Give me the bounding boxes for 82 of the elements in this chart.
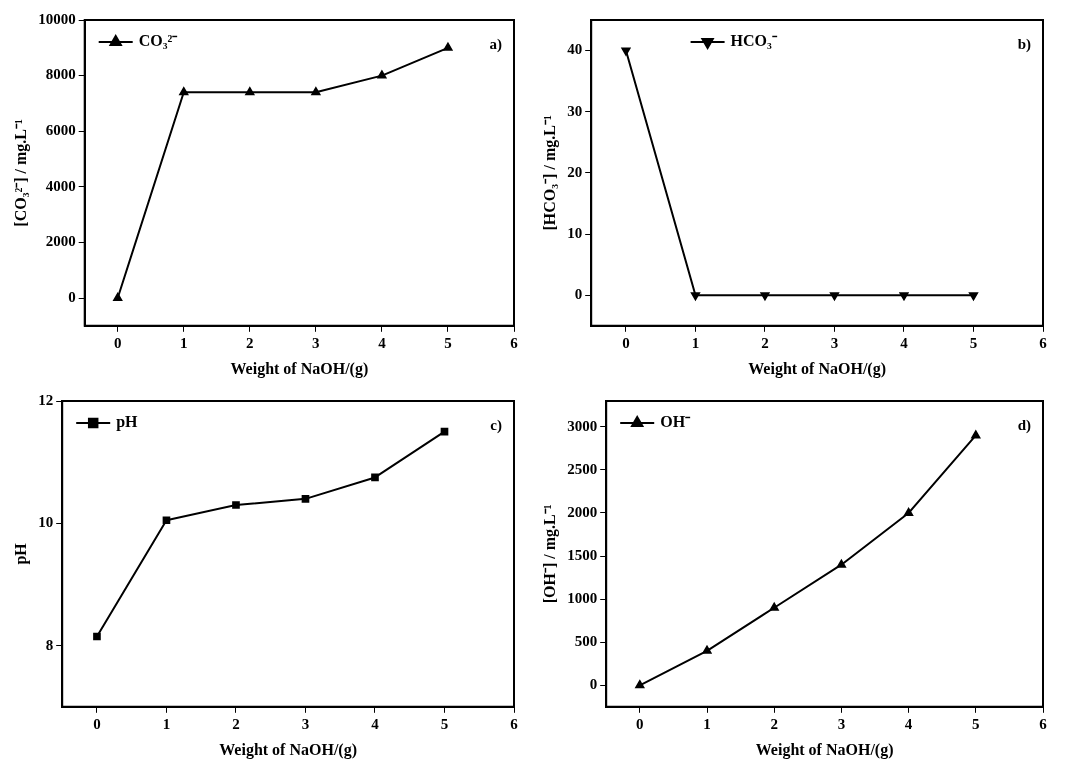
y-tick-label: 40 bbox=[567, 41, 583, 58]
point bbox=[904, 507, 914, 516]
y-axis-title: [OH⁻] / mg.L⁻¹ bbox=[540, 504, 559, 604]
point bbox=[971, 430, 981, 439]
y-axis-title: [HCO₃⁻] / mg.L⁻¹ bbox=[540, 115, 559, 231]
legend-label: pH bbox=[116, 413, 139, 432]
annotation: b) bbox=[1017, 35, 1031, 53]
x-tick-label: 3 bbox=[837, 715, 846, 732]
point bbox=[371, 473, 379, 482]
x-tick-label: 1 bbox=[703, 715, 711, 732]
x-tick-label: 4 bbox=[378, 334, 387, 351]
point bbox=[836, 559, 846, 568]
y-axis-title: [CO₃²⁻] / mg.L⁻¹ bbox=[11, 118, 30, 227]
x-tick-label: 2 bbox=[246, 334, 254, 351]
y-tick-label: 2000 bbox=[45, 233, 76, 250]
y-tick-label: 0 bbox=[589, 676, 598, 693]
y-tick-label: 30 bbox=[567, 102, 583, 119]
x-tick-label: 1 bbox=[162, 715, 171, 732]
point bbox=[635, 680, 645, 689]
x-tick-label: 5 bbox=[969, 334, 978, 351]
y-tick-label: 1000 bbox=[567, 590, 598, 606]
x-tick-label: 0 bbox=[113, 334, 122, 351]
x-tick-label: 5 bbox=[440, 715, 449, 732]
y-tick-label: 500 bbox=[574, 633, 598, 650]
y-tick-label: 0 bbox=[574, 286, 583, 303]
point bbox=[301, 495, 310, 503]
point bbox=[443, 42, 453, 51]
point bbox=[113, 293, 123, 301]
point bbox=[162, 516, 171, 525]
x-tick-label: 1 bbox=[180, 334, 188, 351]
x-axis-title: Weight of NaOH/(g) bbox=[219, 740, 357, 759]
x-axis-title: Weight of NaOH/(g) bbox=[755, 740, 894, 759]
y-tick-label: 1500 bbox=[567, 546, 598, 563]
x-tick-label: 0 bbox=[636, 715, 644, 732]
y-tick-label: 8 bbox=[45, 636, 54, 653]
y-tick-label: 10000 bbox=[38, 10, 76, 27]
y-tick-label: 0 bbox=[68, 288, 76, 305]
y-tick-label: 10 bbox=[567, 224, 583, 241]
point bbox=[702, 645, 712, 654]
y-tick-label: 10 bbox=[38, 514, 54, 531]
y-tick-label: 2000 bbox=[567, 503, 598, 520]
x-tick-label: 5 bbox=[444, 334, 452, 351]
x-tick-label: 6 bbox=[510, 715, 519, 732]
point bbox=[245, 87, 255, 96]
y-tick-label: 20 bbox=[567, 163, 583, 180]
point bbox=[93, 632, 101, 641]
y-tick-label: 2500 bbox=[567, 460, 598, 477]
y-axis-title: pH bbox=[11, 542, 30, 565]
x-tick-label: 4 bbox=[371, 715, 380, 732]
point bbox=[179, 87, 189, 96]
legend-label: HCO₃⁻ bbox=[730, 32, 778, 50]
point bbox=[311, 87, 321, 96]
x-tick-label: 6 bbox=[1039, 715, 1048, 732]
annotation: c) bbox=[490, 416, 502, 434]
x-tick-label: 5 bbox=[972, 715, 980, 732]
x-tick-label: 4 bbox=[904, 715, 913, 732]
x-tick-label: 0 bbox=[622, 334, 630, 351]
legend-label: CO₃²⁻ bbox=[138, 32, 179, 50]
x-tick-label: 3 bbox=[301, 715, 310, 732]
x-tick-label: 2 bbox=[761, 334, 769, 351]
y-tick-label: 4000 bbox=[45, 177, 76, 194]
point bbox=[232, 501, 240, 509]
x-tick-label: 6 bbox=[1039, 334, 1048, 351]
x-tick-label: 2 bbox=[232, 715, 240, 732]
x-tick-label: 1 bbox=[691, 334, 700, 351]
y-tick-label: 3000 bbox=[567, 417, 598, 434]
x-tick-label: 6 bbox=[510, 334, 519, 351]
x-axis-title: Weight of NaOH/(g) bbox=[230, 359, 369, 378]
x-tick-label: 2 bbox=[770, 715, 778, 732]
point bbox=[769, 602, 779, 611]
y-tick-label: 8000 bbox=[45, 66, 76, 83]
x-tick-label: 4 bbox=[900, 334, 909, 351]
y-tick-label: 6000 bbox=[45, 122, 76, 139]
x-axis-title: Weight of NaOH/(g) bbox=[748, 359, 886, 378]
point bbox=[377, 70, 387, 79]
annotation: d) bbox=[1017, 416, 1031, 434]
x-tick-label: 0 bbox=[93, 715, 101, 732]
x-tick-label: 3 bbox=[830, 334, 839, 351]
x-tick-label: 3 bbox=[312, 334, 320, 351]
legend-label: OH⁻ bbox=[660, 413, 692, 431]
y-tick-label: 12 bbox=[38, 391, 54, 408]
annotation: a) bbox=[489, 35, 502, 53]
